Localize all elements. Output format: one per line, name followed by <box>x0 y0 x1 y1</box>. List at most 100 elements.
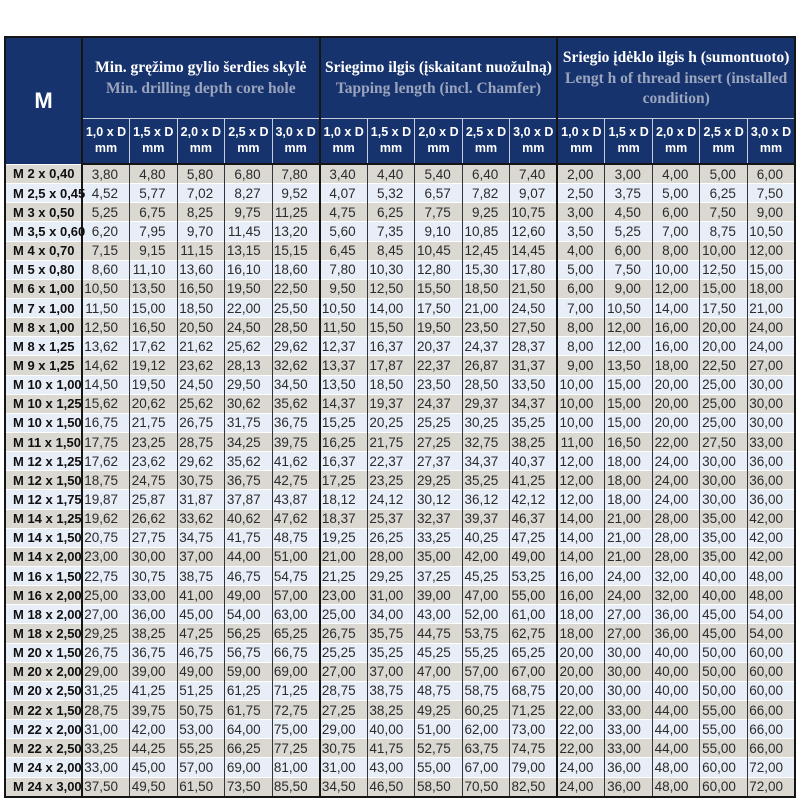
value-cell: 29,62 <box>176 451 225 471</box>
value-cell: 26,62 <box>129 508 178 529</box>
value-cell: 55,25 <box>176 738 225 758</box>
value-cell: 10,00 <box>556 393 605 414</box>
value-cell: 9,00 <box>746 202 795 222</box>
value-cell: 34,75 <box>176 527 225 548</box>
value-cell: 24,00 <box>604 565 653 586</box>
value-cell: 25,00 <box>699 374 748 395</box>
value-cell: 9,00 <box>556 355 605 376</box>
table-row: M 7 x 1,00 11,50 15,00 18,50 22,00 25,50 10,50… <box>5 297 795 318</box>
value-cell: 28,00 <box>651 546 700 567</box>
value-cell: 21,00 <box>604 527 653 548</box>
column-factor-label: 1,0 x D <box>85 125 127 140</box>
value-cell: 19,50 <box>129 374 178 395</box>
value-cell: 12,45 <box>461 240 510 261</box>
value-cell: 31,75 <box>224 412 273 433</box>
value-cell: 42,00 <box>746 546 795 567</box>
value-cell: 67,00 <box>509 661 558 682</box>
value-cell: 33,00 <box>129 585 178 605</box>
value-cell: 55,00 <box>699 738 748 758</box>
value-cell: 16,50 <box>129 317 178 337</box>
thread-size-label: M 16 x 1,50 <box>5 565 83 586</box>
value-cell: 36,00 <box>746 470 795 490</box>
value-cell: 47,62 <box>271 508 320 529</box>
value-cell: 25,25 <box>414 412 463 433</box>
value-cell: 23,00 <box>81 546 130 567</box>
value-cell: 23,25 <box>366 470 415 490</box>
table-row: M 14 x 2,00 23,00 30,00 37,00 44,00 51,00 21,0… <box>5 546 795 567</box>
value-cell: 33,00 <box>746 431 795 452</box>
value-cell: 72,00 <box>746 776 795 797</box>
table-row: M 22 x 1,50 28,75 39,75 50,75 61,75 72,75 27,2… <box>5 699 795 720</box>
value-cell: 27,00 <box>81 604 130 624</box>
value-cell: 22,50 <box>271 278 320 299</box>
value-cell: 28,13 <box>224 355 273 376</box>
value-cell: 37,00 <box>366 661 415 682</box>
value-cell: 17,87 <box>366 355 415 376</box>
value-cell: 12,37 <box>318 336 368 356</box>
value-cell: 50,00 <box>699 680 748 701</box>
value-cell: 7,50 <box>604 259 653 280</box>
value-cell: 22,00 <box>651 431 700 452</box>
value-cell: 21,50 <box>509 278 558 299</box>
value-cell: 46,50 <box>366 776 415 797</box>
thread-size-label: M 3 x 0,50 <box>5 202 83 222</box>
value-cell: 23,62 <box>129 451 178 471</box>
group-title-en: Lengt h of thread insert (installed cond… <box>564 70 788 107</box>
value-cell: 54,75 <box>271 565 320 586</box>
value-cell: 6,00 <box>651 202 700 222</box>
value-cell: 56,75 <box>224 642 273 663</box>
value-cell: 32,00 <box>651 565 700 586</box>
value-cell: 49,25 <box>414 699 463 720</box>
value-cell: 46,75 <box>224 565 273 586</box>
value-cell: 33,00 <box>604 699 653 720</box>
group-title-lt: Sriegimo ilgis (įskaitant nuožulną) <box>325 58 552 76</box>
thread-size-label: M 10 x 1,50 <box>5 412 83 433</box>
thread-size-label: M 20 x 2,50 <box>5 680 83 701</box>
value-cell: 36,00 <box>129 604 178 624</box>
value-cell: 3,80 <box>81 163 130 184</box>
table-row: M 4 x 0,70 7,15 9,15 11,15 13,15 15,15 6,45 8,4… <box>5 240 795 261</box>
thread-size-label: M 8 x 1,25 <box>5 336 83 356</box>
value-cell: 18,50 <box>366 374 415 395</box>
value-cell: 19,50 <box>414 317 463 337</box>
value-cell: 27,25 <box>414 431 463 452</box>
value-cell: 9,07 <box>509 183 558 203</box>
value-cell: 36,12 <box>461 489 510 510</box>
value-cell: 12,00 <box>651 278 700 299</box>
value-cell: 4,07 <box>318 183 368 203</box>
value-cell: 32,75 <box>461 431 510 452</box>
thread-size-label: M 7 x 1,00 <box>5 297 83 318</box>
value-cell: 11,00 <box>556 431 605 452</box>
value-cell: 15,00 <box>604 412 653 433</box>
value-cell: 14,00 <box>556 527 605 548</box>
value-cell: 35,00 <box>699 546 748 567</box>
value-cell: 16,00 <box>556 565 605 586</box>
value-cell: 22,37 <box>414 355 463 376</box>
value-cell: 51,25 <box>176 680 225 701</box>
table-row: M 9 x 1,25 14,62 19,12 23,62 28,13 32,62 13,37… <box>5 355 795 376</box>
value-cell: 21,75 <box>366 431 415 452</box>
value-cell: 25,00 <box>699 412 748 433</box>
column-unit-label: mm <box>522 141 545 155</box>
column-unit-label: mm <box>427 141 450 155</box>
value-cell: 36,75 <box>129 642 178 663</box>
value-cell: 27,00 <box>318 661 368 682</box>
column-factor-label: 3,0 x D <box>275 125 316 140</box>
value-cell: 35,00 <box>699 527 748 548</box>
value-cell: 27,50 <box>699 431 748 452</box>
value-cell: 27,50 <box>509 317 558 337</box>
value-cell: 6,75 <box>129 202 178 222</box>
table-header: M Min. gręžimo gylio šerdies skylė Min. … <box>5 37 795 165</box>
column-unit-label: mm <box>570 141 593 155</box>
value-cell: 14,50 <box>81 374 130 395</box>
value-cell: 4,52 <box>81 183 130 203</box>
value-cell: 36,00 <box>651 623 700 644</box>
value-cell: 22,37 <box>366 451 415 471</box>
value-cell: 35,00 <box>414 546 463 567</box>
value-cell: 61,50 <box>176 776 225 797</box>
value-cell: 18,00 <box>556 623 605 644</box>
value-cell: 28,00 <box>651 508 700 529</box>
value-cell: 66,00 <box>746 719 795 739</box>
value-cell: 25,37 <box>366 508 415 529</box>
